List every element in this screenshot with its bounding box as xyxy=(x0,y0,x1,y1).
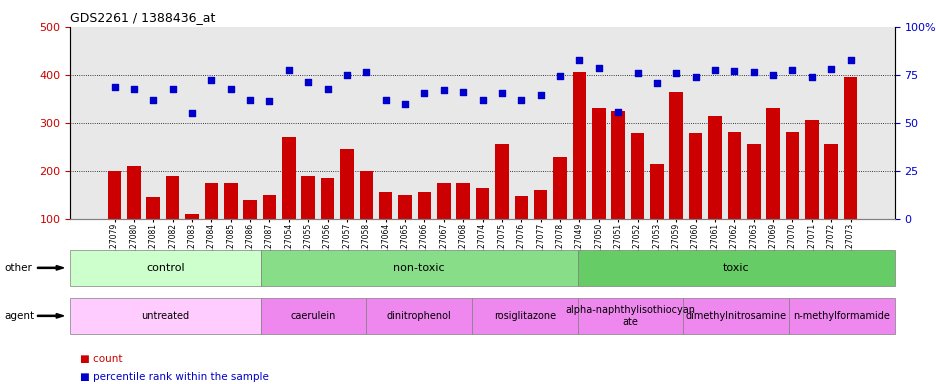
Point xyxy=(842,56,857,63)
Point xyxy=(358,70,373,76)
Bar xyxy=(475,188,489,267)
Point xyxy=(417,90,431,96)
Point xyxy=(629,70,644,76)
Bar xyxy=(166,176,179,267)
Point xyxy=(339,72,354,78)
Bar xyxy=(746,144,760,267)
Text: n-methylformamide: n-methylformamide xyxy=(793,311,889,321)
Point xyxy=(533,92,548,98)
Text: agent: agent xyxy=(5,311,35,321)
Bar xyxy=(301,176,314,267)
Point xyxy=(784,67,799,73)
Point xyxy=(126,86,141,92)
Point xyxy=(262,98,277,104)
Point xyxy=(610,109,625,115)
Point xyxy=(184,110,199,116)
Point xyxy=(107,84,122,90)
Bar xyxy=(766,109,779,267)
Bar xyxy=(708,116,721,267)
Bar xyxy=(378,192,392,267)
Bar xyxy=(417,192,431,267)
Text: caerulein: caerulein xyxy=(290,311,336,321)
Point xyxy=(649,80,664,86)
Bar xyxy=(534,190,547,267)
Bar xyxy=(127,166,140,267)
Bar xyxy=(668,92,682,267)
Point xyxy=(765,72,780,78)
Bar xyxy=(320,178,334,267)
Text: GDS2261 / 1388436_at: GDS2261 / 1388436_at xyxy=(70,12,215,25)
Point xyxy=(455,89,470,95)
Bar xyxy=(494,144,508,267)
Bar xyxy=(572,73,586,267)
Text: dinitrophenol: dinitrophenol xyxy=(387,311,451,321)
Bar xyxy=(456,183,470,267)
Point xyxy=(513,97,528,103)
Bar xyxy=(824,144,837,267)
Bar xyxy=(592,109,605,267)
Point xyxy=(436,87,451,93)
Point xyxy=(494,90,509,96)
Text: non-toxic: non-toxic xyxy=(393,263,445,273)
Point xyxy=(320,86,335,92)
Point xyxy=(475,97,490,103)
Text: alpha-naphthylisothiocyan
ate: alpha-naphthylisothiocyan ate xyxy=(565,305,695,327)
Bar xyxy=(224,183,238,267)
Text: ■ count: ■ count xyxy=(80,354,122,364)
Point xyxy=(571,58,586,64)
Point xyxy=(397,101,412,107)
Bar xyxy=(282,137,296,267)
Point xyxy=(165,86,180,92)
Bar xyxy=(436,183,450,267)
Text: ■ percentile rank within the sample: ■ percentile rank within the sample xyxy=(80,372,269,382)
Text: rosiglitazone: rosiglitazone xyxy=(493,311,555,321)
Point xyxy=(668,70,683,76)
Bar xyxy=(785,132,798,267)
Text: other: other xyxy=(5,263,33,273)
Bar xyxy=(340,149,354,267)
Point xyxy=(591,65,606,71)
Point xyxy=(726,68,741,74)
Bar xyxy=(843,77,856,267)
Bar xyxy=(262,195,276,267)
Bar xyxy=(650,164,663,267)
Bar xyxy=(398,195,412,267)
Bar xyxy=(243,200,256,267)
Text: dimethylnitrosamine: dimethylnitrosamine xyxy=(685,311,786,321)
Bar xyxy=(552,157,566,267)
Point xyxy=(687,74,702,80)
Bar xyxy=(204,183,218,267)
Point xyxy=(707,67,722,73)
Bar xyxy=(688,134,702,267)
Text: control: control xyxy=(146,263,184,273)
Point xyxy=(300,79,315,85)
Bar xyxy=(514,196,528,267)
Point xyxy=(146,97,161,103)
Point xyxy=(281,67,296,73)
Bar xyxy=(359,171,373,267)
Point xyxy=(803,74,818,80)
Point xyxy=(552,73,567,79)
Text: untreated: untreated xyxy=(141,311,189,321)
Bar xyxy=(804,121,818,267)
Point xyxy=(823,66,838,72)
Point xyxy=(204,77,219,83)
Bar xyxy=(630,134,644,267)
Bar xyxy=(726,132,740,267)
Point xyxy=(378,97,393,103)
Bar xyxy=(185,214,198,267)
Text: toxic: toxic xyxy=(723,263,749,273)
Point xyxy=(223,86,238,92)
Point xyxy=(745,70,760,76)
Bar xyxy=(108,171,121,267)
Point xyxy=(242,97,257,103)
Bar xyxy=(610,111,624,267)
Bar xyxy=(146,197,160,267)
